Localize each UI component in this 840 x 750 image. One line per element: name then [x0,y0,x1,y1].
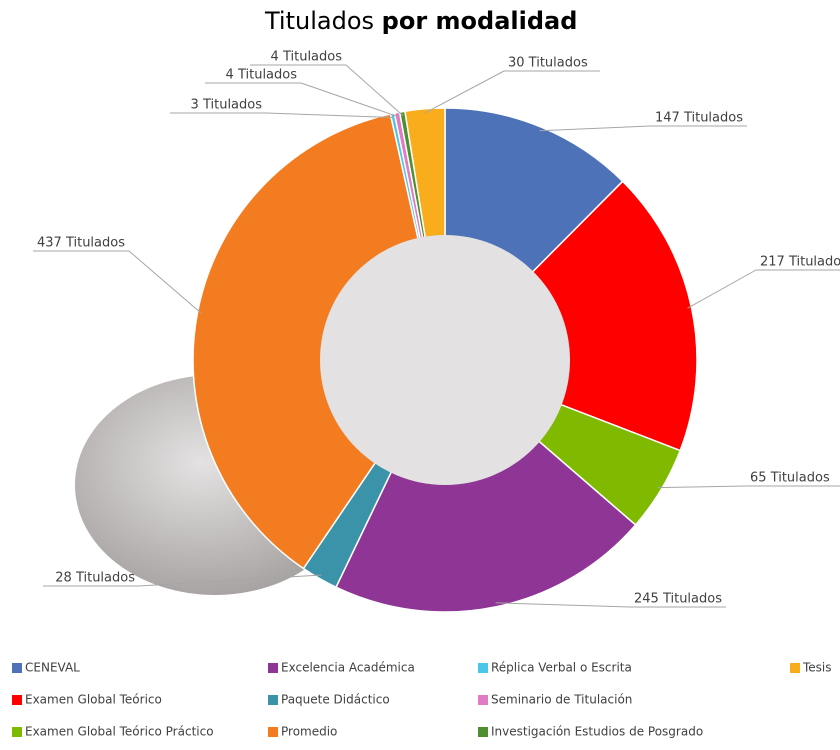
data-label: 28 Titulados [55,571,135,586]
data-label: 4 Titulados [271,50,343,65]
title-part: por modalidad [382,7,578,35]
legend-swatch [268,727,278,737]
data-label: 30 Titulados [508,56,588,71]
legend-swatch [478,663,488,673]
leader-line [539,125,652,132]
leader-line [265,112,394,118]
data-label: 3 Titulados [191,98,263,113]
legend-label: Seminario de Titulación [491,693,632,707]
legend-swatch [790,663,800,673]
legend-label: Excelencia Académica [281,661,415,675]
data-label: 147 Titulados [655,111,743,126]
data-label: 437 Titulados [37,236,125,251]
data-label: 217 Titulados [760,255,840,270]
legend-label: Paquete Didáctico [281,693,390,707]
legend-label: Examen Global Teórico Práctico [25,725,214,739]
legend-label: CENEVAL [25,661,80,675]
leader-line [495,602,631,608]
legend-label: Examen Global Teórico [25,693,162,707]
title-part: Titulados [264,7,374,35]
legend-swatch [12,663,22,673]
leader-line [687,269,757,309]
legend-label: Tesis [802,661,832,675]
leader-line [138,574,322,587]
leader-line [345,64,404,116]
legend-swatch [12,727,22,737]
slice [192,113,446,570]
legend-label: Réplica Verbal o Escrita [491,661,632,675]
data-label: 4 Titulados [226,68,298,83]
legend-label: Promedio [281,725,337,739]
leader-line [424,70,505,114]
legend-swatch [12,695,22,705]
leader-line [128,250,202,314]
slice [335,358,637,613]
leader-line [300,82,398,118]
donut-hole [320,235,570,485]
legend-swatch [268,695,278,705]
chart-title: Titulados por modalidad [264,7,577,35]
legend-swatch [478,695,488,705]
data-label: 245 Titulados [634,592,722,607]
legend-swatch [268,663,278,673]
legend-label: Investigación Estudios de Posgrado [491,725,703,739]
data-label: 65 Titulados [750,471,830,486]
leader-line [657,485,747,489]
legend-swatch [478,727,488,737]
